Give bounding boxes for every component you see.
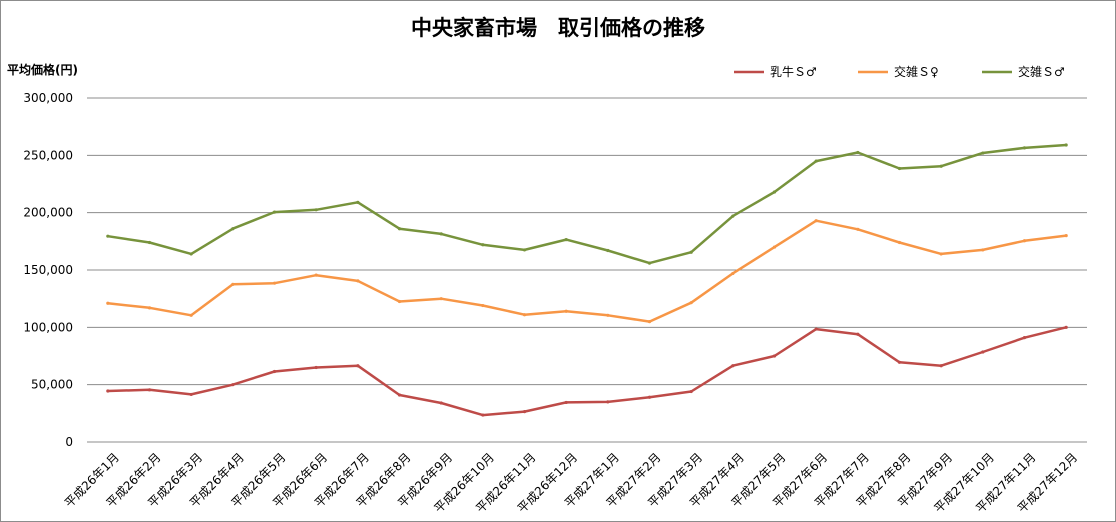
data-point [189,313,193,317]
data-point [647,395,652,399]
data-point [189,252,193,256]
data-point [481,243,485,247]
legend-label: 交雑Ｓ♂ [1018,64,1065,79]
data-point [356,279,360,283]
y-tick-label: 300,000 [23,91,73,105]
data-point [731,364,735,368]
data-point [606,400,610,404]
data-point [564,238,568,242]
data-point [272,369,277,374]
data-point [772,245,777,249]
data-point [939,252,943,256]
data-point [106,389,110,393]
data-point [397,393,402,397]
data-point [1064,143,1068,147]
data-point [481,303,485,308]
y-axis-label: 平均価格(円) [7,62,78,77]
data-point [314,208,318,212]
data-point [981,248,985,252]
series-line-0 [107,326,1067,417]
data-point [564,400,568,405]
legend-label: 乳牛Ｓ♂ [770,64,817,79]
data-point [189,392,193,397]
x-tick-labels: 平成26年1月平成26年2月平成26年3月平成26年4月平成26年5月平成26年… [62,450,1080,515]
data-point [439,232,443,236]
y-tick-label: 100,000 [23,320,73,334]
data-point [647,261,652,265]
data-point [689,250,693,254]
data-point [1064,234,1068,238]
data-point [231,383,235,387]
y-tick-label: 0 [65,435,73,449]
gridlines [87,97,1087,443]
data-point [897,360,902,364]
data-point [856,150,860,155]
data-point [814,327,818,331]
legend: 乳牛Ｓ♂ 交雑Ｓ♀ 交雑Ｓ♂ [734,64,1065,79]
y-tick-label: 150,000 [23,263,73,277]
data-point [106,301,110,305]
data-point [314,365,318,370]
data-point [981,151,985,155]
data-point [272,281,277,285]
data-point [147,306,152,310]
data-point [606,248,610,253]
data-point [522,248,527,252]
y-tick-label: 250,000 [23,148,73,162]
data-point [522,410,527,414]
y-tick-labels: 0 50,000 100,000 150,000 200,000 250,000 300,0… [23,91,73,449]
data-point [856,332,860,336]
data-point [231,282,235,286]
data-point [606,313,610,317]
series-line-1 [107,219,1067,323]
data-point [689,389,693,394]
data-point [897,240,902,245]
data-point [981,350,985,354]
data-point [897,166,902,171]
data-point [231,227,235,231]
data-point [772,354,777,358]
data-point [272,210,277,214]
data-point [772,190,777,194]
data-point [439,401,443,405]
chart-title: 中央家畜市場 取引価格の推移 [411,16,705,40]
data-point [522,313,527,317]
data-point [689,301,693,305]
legend-label: 交雑Ｓ♀ [894,64,939,79]
data-point [939,164,943,168]
y-tick-label: 50,000 [31,378,73,392]
data-point [564,309,568,313]
data-point [814,159,818,163]
data-point [1022,239,1027,243]
data-point [814,219,818,223]
data-point [1064,325,1068,329]
data-point [647,320,652,324]
data-point [147,388,152,392]
data-point [397,299,402,304]
data-point [106,234,110,238]
data-point [731,214,735,218]
data-point [147,240,152,245]
data-point [356,364,360,368]
data-point [439,297,443,301]
data-point [1022,336,1027,340]
series-line-2 [107,143,1067,265]
data-point [397,227,402,231]
data-point [731,271,735,276]
data-point [856,227,860,231]
data-point [314,273,318,277]
data-point [356,200,360,204]
data-point [1022,146,1027,150]
data-point [481,413,485,417]
data-point [939,364,943,368]
series-lines [106,143,1068,417]
y-tick-label: 200,000 [23,206,73,220]
